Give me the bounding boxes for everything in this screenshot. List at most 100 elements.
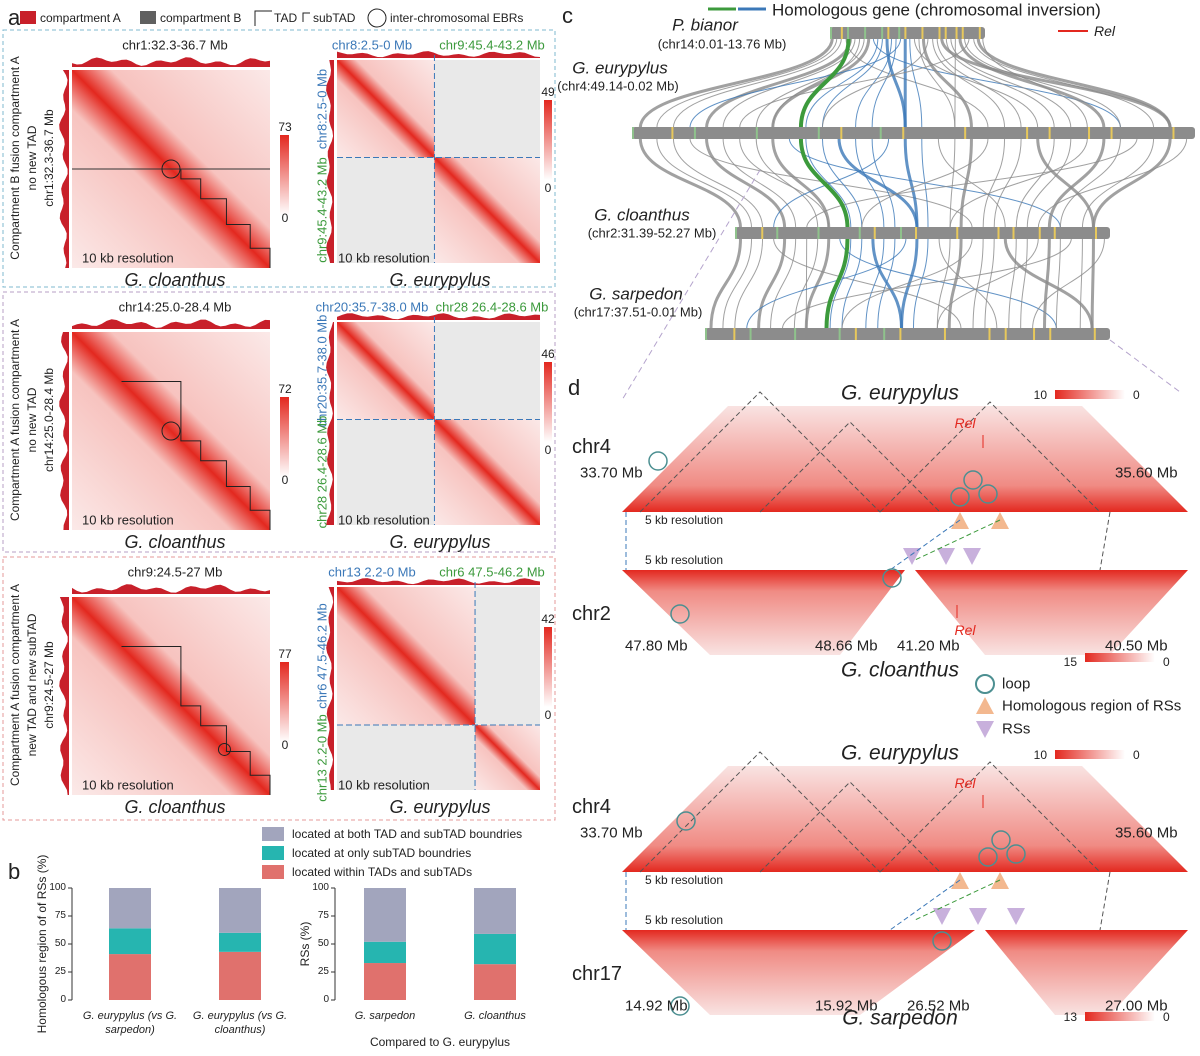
loop-circle (963, 470, 983, 490)
bar-segment (474, 933, 516, 965)
tad-triangle (639, 391, 881, 513)
synteny-link (947, 237, 963, 330)
rs-triangle (937, 548, 955, 565)
gene-tick (693, 127, 696, 139)
resolution-label: 10 kb resolution (338, 250, 430, 266)
gene-tick (961, 27, 964, 39)
panel-label: d (568, 375, 581, 400)
synteny-link (1081, 137, 1155, 229)
chr-label: chr8:2.5-0 Mb (331, 37, 413, 53)
y-tick-label: 0 (323, 994, 329, 1005)
colorbar-min: 0 (281, 473, 289, 487)
synteny-link (976, 37, 1172, 129)
x-axis-label: Compared to G. eurypylus (369, 1035, 511, 1049)
legend-swatch (262, 865, 284, 879)
chr-label: chr6 47.5-46.2 Mb (439, 564, 545, 580)
triangle-heatmap (985, 930, 1188, 1015)
y-tick-label: 75 (317, 910, 329, 921)
synteny-link (972, 237, 984, 330)
coord-label: 33.70 Mb (580, 824, 643, 842)
tad-outline (171, 168, 271, 268)
synteny-link (806, 137, 1138, 229)
synteny-link (845, 37, 989, 129)
synteny-link (1008, 237, 1017, 330)
species-label: G. sarpedon (842, 1006, 958, 1030)
synteny-link (841, 237, 973, 330)
zoom-line (621, 169, 761, 401)
legend-tad-icon (254, 10, 272, 26)
loop-circle (1006, 844, 1026, 864)
compartment-track (337, 51, 540, 58)
synteny-link (1090, 237, 1095, 330)
synteny-link (1020, 237, 1028, 330)
gene-tick (840, 27, 843, 39)
chr-label: chr2 (572, 603, 611, 625)
synteny-link (936, 37, 1022, 129)
rs-triangle (969, 908, 987, 925)
species-label: G. eurypylus (389, 270, 491, 290)
tad-outline (121, 381, 271, 530)
loop-circle (670, 996, 690, 1016)
colorbar-min: 0 (1163, 1010, 1170, 1024)
colorbar (1055, 390, 1125, 399)
synteny-link (638, 37, 834, 129)
synteny-link (959, 137, 973, 229)
y-tick-label: 75 (54, 910, 66, 921)
chr-label: chr9:45.4-43.2 Mb (314, 157, 330, 263)
synteny-link (672, 137, 764, 229)
synteny-link (993, 137, 1022, 229)
synteny-link (936, 237, 951, 330)
compartment-track (337, 313, 540, 320)
resolution-label: 5 kb resolution (645, 513, 724, 527)
gene-tick (955, 27, 958, 39)
bar-segment (364, 963, 406, 1000)
gene-tick (830, 27, 832, 39)
side-label: Compartment B fusion compartment A (8, 56, 22, 260)
synteny-link (638, 137, 743, 229)
gene-tick (705, 328, 707, 340)
gene-tick (1048, 127, 1051, 139)
heatmap-block (434, 157, 540, 263)
side-label: no new TAD (25, 387, 39, 453)
synteny-link (773, 137, 890, 229)
coord-label: 27.00 Mb (1105, 997, 1168, 1015)
coord-label: 48.66 Mb (815, 637, 878, 655)
gene-tick (879, 127, 882, 139)
species-label: G. eurypylus (389, 532, 491, 552)
synteny-link (900, 237, 919, 330)
synteny-link (771, 137, 831, 229)
gene-tick (749, 328, 752, 340)
inversion-link (824, 237, 850, 330)
colorbar-max: 73 (278, 120, 292, 134)
chr-label: chr4 (572, 796, 611, 818)
synteny-link (821, 137, 863, 229)
gene-tick (632, 127, 634, 139)
side-label: chr9:24.5-27 Mb (42, 641, 56, 729)
synteny-link (689, 37, 902, 129)
gene-tick (944, 27, 947, 39)
gene-tick (902, 127, 905, 139)
chr-label: chr28 26.4-28.6 Mb (314, 415, 330, 529)
side-label: chr14:25.0-28.4 Mb (42, 367, 56, 473)
link (889, 519, 961, 571)
gene-tick (1033, 328, 1036, 340)
rs-triangle (1007, 908, 1025, 925)
gene-tick (887, 27, 890, 39)
y-axis-label: Homologous region of of RSs (%) (35, 854, 49, 1034)
gene-tick (735, 227, 737, 239)
zoom-line (1109, 339, 1181, 393)
compartment-track (326, 60, 334, 263)
colorbar-min: 0 (281, 211, 289, 225)
synteny-link (973, 37, 1155, 129)
species-label: G. cloanthus (841, 658, 959, 682)
synteny-link (1055, 237, 1061, 330)
species-label: P. bianor (672, 15, 738, 35)
synteny-link (871, 237, 904, 330)
triangle-heatmap (622, 766, 1188, 872)
synteny-link (1047, 137, 1106, 229)
legend-label: located at only subTAD boundries (292, 846, 472, 860)
chr-label: chr9:45.4-43.2 Mb (439, 37, 545, 53)
bar-segment (109, 888, 151, 929)
